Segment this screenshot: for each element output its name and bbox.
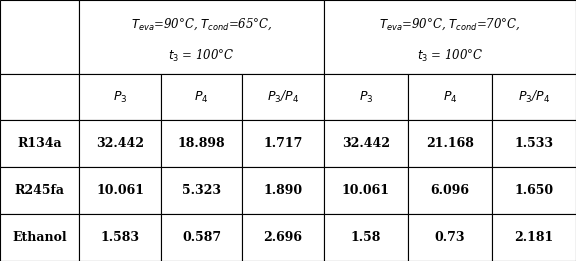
Bar <box>0 0 79 74</box>
Text: 1.717: 1.717 <box>263 137 303 150</box>
Text: $P_3$/$P_4$: $P_3$/$P_4$ <box>267 89 299 105</box>
Bar <box>324 167 408 214</box>
Text: 21.168: 21.168 <box>426 137 474 150</box>
Text: $T_{eva}$=90°C, $T_{cond}$=70°C,: $T_{eva}$=90°C, $T_{cond}$=70°C, <box>379 17 521 32</box>
Text: $P_4$: $P_4$ <box>442 90 457 105</box>
Text: $P_4$: $P_4$ <box>194 90 209 105</box>
Bar <box>408 214 492 261</box>
Bar <box>242 214 324 261</box>
Text: $t_3$ = 100°C: $t_3$ = 100°C <box>416 48 483 64</box>
Bar <box>79 167 161 214</box>
Text: 5.323: 5.323 <box>182 184 221 197</box>
Bar <box>242 167 324 214</box>
Bar <box>324 214 408 261</box>
Bar <box>161 214 242 261</box>
Text: 10.061: 10.061 <box>342 184 390 197</box>
Bar <box>0 74 79 120</box>
Text: $t_3$ = 100°C: $t_3$ = 100°C <box>168 48 235 64</box>
Bar <box>0 120 79 167</box>
Text: R134a: R134a <box>17 137 62 150</box>
Bar <box>0 214 79 261</box>
Text: 1.650: 1.650 <box>514 184 554 197</box>
Bar <box>242 120 324 167</box>
Text: $P_3$: $P_3$ <box>358 90 373 105</box>
Text: 10.061: 10.061 <box>96 184 144 197</box>
Text: 1.533: 1.533 <box>514 137 554 150</box>
Bar <box>161 74 242 120</box>
Text: 32.442: 32.442 <box>96 137 144 150</box>
Text: 2.181: 2.181 <box>514 231 554 244</box>
Text: $P_3$/$P_4$: $P_3$/$P_4$ <box>518 89 550 105</box>
Bar <box>242 74 324 120</box>
Bar <box>324 120 408 167</box>
Bar <box>79 0 324 74</box>
Text: 0.587: 0.587 <box>182 231 221 244</box>
Bar <box>161 167 242 214</box>
Bar <box>0 167 79 214</box>
Text: R245fa: R245fa <box>15 184 65 197</box>
Text: 2.696: 2.696 <box>263 231 302 244</box>
Text: Ethanol: Ethanol <box>13 231 67 244</box>
Bar <box>408 167 492 214</box>
Bar <box>492 120 576 167</box>
Bar <box>161 120 242 167</box>
Bar <box>492 74 576 120</box>
Bar <box>408 74 492 120</box>
Text: 1.58: 1.58 <box>351 231 381 244</box>
Text: 32.442: 32.442 <box>342 137 390 150</box>
Text: 0.73: 0.73 <box>435 231 465 244</box>
Bar <box>79 214 161 261</box>
Bar <box>324 0 576 74</box>
Bar <box>324 74 408 120</box>
Text: 1.583: 1.583 <box>101 231 140 244</box>
Text: 1.890: 1.890 <box>263 184 302 197</box>
Bar <box>408 120 492 167</box>
Bar <box>79 74 161 120</box>
Text: 18.898: 18.898 <box>178 137 225 150</box>
Text: $T_{eva}$=90°C, $T_{cond}$=65°C,: $T_{eva}$=90°C, $T_{cond}$=65°C, <box>131 17 272 32</box>
Text: 6.096: 6.096 <box>430 184 469 197</box>
Bar <box>492 214 576 261</box>
Bar <box>79 120 161 167</box>
Bar <box>492 167 576 214</box>
Text: $P_3$: $P_3$ <box>113 90 127 105</box>
